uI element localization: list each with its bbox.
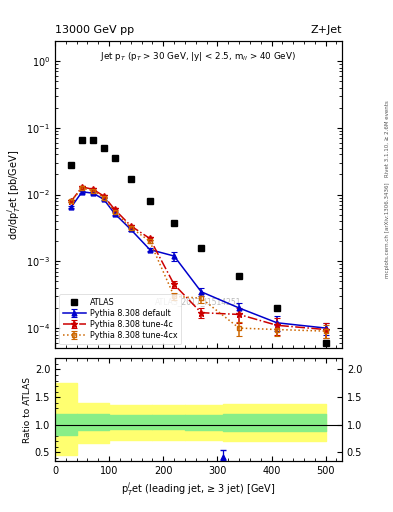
ATLAS xyxy=(172,220,176,226)
Y-axis label: Ratio to ATLAS: Ratio to ATLAS xyxy=(23,377,32,442)
ATLAS xyxy=(69,162,73,168)
ATLAS xyxy=(90,137,95,143)
Text: Z+Jet: Z+Jet xyxy=(310,25,342,35)
Text: Rivet 3.1.10, ≥ 2.6M events: Rivet 3.1.10, ≥ 2.6M events xyxy=(385,100,389,177)
ATLAS xyxy=(147,198,152,204)
Line: ATLAS: ATLAS xyxy=(68,137,329,346)
Text: 13000 GeV pp: 13000 GeV pp xyxy=(55,25,134,35)
Legend: ATLAS, Pythia 8.308 default, Pythia 8.308 tune-4c, Pythia 8.308 tune-4cx: ATLAS, Pythia 8.308 default, Pythia 8.30… xyxy=(59,294,181,344)
X-axis label: p$^{j}_{T}$et (leading jet, ≥ 3 jet) [GeV]: p$^{j}_{T}$et (leading jet, ≥ 3 jet) [Ge… xyxy=(121,480,275,498)
ATLAS xyxy=(323,340,328,346)
ATLAS xyxy=(199,245,204,251)
ATLAS xyxy=(80,137,84,143)
ATLAS xyxy=(237,273,241,279)
ATLAS xyxy=(129,176,133,182)
Y-axis label: dσ/dp$^{j}_{T}$et [pb/GeV]: dσ/dp$^{j}_{T}$et [pb/GeV] xyxy=(6,150,23,240)
ATLAS xyxy=(275,305,279,311)
ATLAS xyxy=(112,155,117,161)
Text: Jet p$_{T}$ (p$_{T}$ > 30 GeV, |y| < 2.5, m$_{ll}$ > 40 GeV): Jet p$_{T}$ (p$_{T}$ > 30 GeV, |y| < 2.5… xyxy=(101,50,296,63)
Text: ATLAS_2017_I1514251: ATLAS_2017_I1514251 xyxy=(155,297,242,307)
ATLAS xyxy=(101,145,106,151)
Text: mcplots.cern.ch [arXiv:1306.3436]: mcplots.cern.ch [arXiv:1306.3436] xyxy=(385,183,389,278)
